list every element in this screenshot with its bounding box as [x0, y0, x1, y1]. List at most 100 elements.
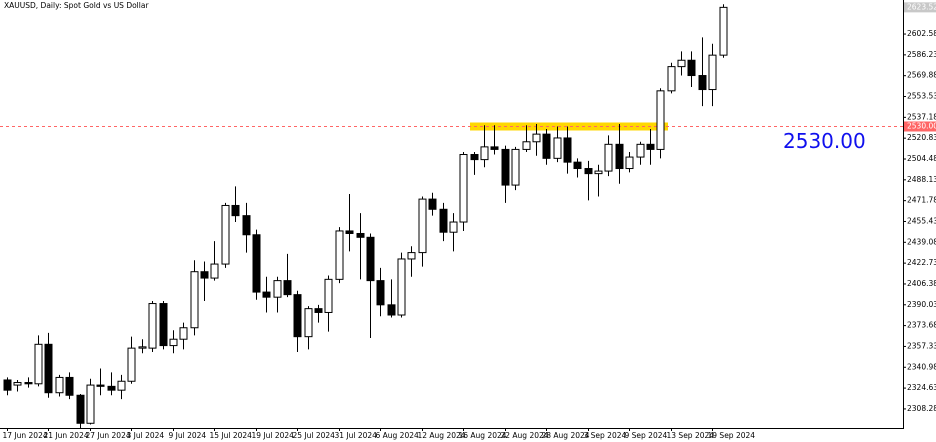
x-tick-label: 15 Jul 2024 — [210, 431, 253, 440]
x-tick-label: 13 Sep 2024 — [667, 431, 715, 440]
x-tick-label: 21 Jun 2024 — [44, 431, 89, 440]
x-tick-label: 6 Aug 2024 — [376, 431, 419, 440]
x-tick-label: 16 Aug 2024 — [459, 431, 507, 440]
y-tick-label: 2422.73 — [907, 258, 936, 267]
candle-body — [345, 230, 354, 234]
candle-body — [584, 168, 593, 175]
candle-body — [470, 154, 479, 161]
candle-body — [210, 263, 219, 279]
x-tick-label: 19 Sep 2024 — [708, 431, 756, 440]
candle-body — [449, 221, 458, 233]
candle-body — [273, 280, 282, 298]
candle-body — [262, 291, 271, 298]
y-tick-label: 2324.63 — [907, 383, 936, 392]
candle-body — [532, 133, 541, 143]
candle-body — [221, 204, 230, 265]
candle-body — [55, 376, 64, 394]
level-tag-bg — [904, 121, 936, 132]
level-tag: 2530.00 — [907, 121, 936, 130]
candle-body — [231, 204, 240, 217]
y-tick-label: 2602.58 — [907, 29, 936, 38]
candle-body — [304, 308, 313, 338]
candle-body — [283, 280, 292, 296]
candle-body — [366, 236, 375, 282]
candle-body — [407, 252, 416, 260]
chart-title: XAUUSD, Daily: Spot Gold vs US Dollar — [4, 1, 149, 10]
candle-body — [511, 148, 520, 186]
candle-body — [86, 384, 95, 424]
candle-body — [159, 303, 168, 347]
candle-body — [708, 54, 717, 91]
candle-body — [169, 338, 178, 347]
candle-body — [439, 208, 448, 233]
y-tick-label: 2504.48 — [907, 154, 936, 163]
candle-body — [459, 154, 468, 223]
candle-body — [179, 327, 188, 340]
candle-body — [625, 156, 634, 170]
x-tick-label: 9 Sep 2024 — [625, 431, 668, 440]
level-band — [470, 122, 668, 131]
y-tick-label: 2537.18 — [907, 112, 936, 121]
x-tick-label: 28 Aug 2024 — [542, 431, 590, 440]
candle-body — [3, 379, 12, 391]
candle-body — [76, 394, 85, 424]
candle-body — [65, 376, 74, 396]
candle-body — [387, 304, 396, 316]
x-tick-label: 17 Jun 2024 — [3, 431, 48, 440]
candle-body — [44, 343, 53, 394]
candle-body — [190, 271, 199, 329]
candle-body — [24, 382, 33, 385]
candle-body — [615, 143, 624, 170]
candle-body — [687, 59, 696, 77]
x-tick-label: 12 Aug 2024 — [418, 431, 466, 440]
candle-body — [501, 148, 510, 186]
candle-body — [117, 380, 126, 391]
candle-body — [553, 137, 562, 159]
candle-body — [719, 6, 728, 56]
level-text: 2530.00 — [783, 129, 866, 153]
candle-body — [376, 280, 385, 306]
x-tick-label: 31 Jul 2024 — [335, 431, 378, 440]
candle-body — [13, 382, 22, 386]
candle-body — [698, 75, 707, 91]
candle-body — [397, 258, 406, 316]
x-tick-label: 22 Aug 2024 — [501, 431, 549, 440]
x-tick-label: 9 Jul 2024 — [169, 431, 207, 440]
x-tick-label: 27 Jun 2024 — [86, 431, 131, 440]
candle-body — [314, 308, 323, 313]
y-tick-label: 2308.28 — [907, 404, 936, 413]
candle-body — [34, 343, 43, 385]
candle-body — [594, 170, 603, 175]
y-tick-label: 2439.08 — [907, 237, 936, 246]
x-tick-label: 3 Jul 2024 — [127, 431, 165, 440]
y-tick-label: 2357.33 — [907, 341, 936, 350]
y-tick-label: 2488.13 — [907, 175, 936, 184]
y-tick-label: 2390.03 — [907, 300, 936, 309]
candle-body — [148, 303, 157, 349]
candle-body — [107, 385, 116, 391]
candle-body — [656, 90, 665, 150]
candle-body — [293, 294, 302, 338]
candle-body — [522, 141, 531, 150]
candle-body — [542, 133, 551, 159]
candle-body — [96, 384, 105, 387]
y-tick-label: 2471.78 — [907, 196, 936, 205]
candle-body — [636, 143, 645, 158]
candle-body — [127, 347, 136, 382]
candle-body — [418, 198, 427, 254]
candle-body — [200, 271, 209, 279]
y-tick-label: 2340.98 — [907, 362, 936, 371]
candle-body — [138, 346, 147, 349]
price-tag-bg — [904, 2, 936, 13]
y-tick-label: 2586.23 — [907, 50, 936, 59]
candle-body — [480, 146, 489, 161]
x-tick-label: 3 Sep 2024 — [584, 431, 627, 440]
x-tick-label: 19 Jul 2024 — [252, 431, 295, 440]
candle-body — [242, 215, 251, 236]
x-tick-label: 25 Jul 2024 — [293, 431, 336, 440]
candle-body — [563, 137, 572, 163]
candle-body — [490, 146, 499, 150]
y-tick-label: 2455.43 — [907, 216, 936, 225]
candle-body — [356, 232, 365, 238]
